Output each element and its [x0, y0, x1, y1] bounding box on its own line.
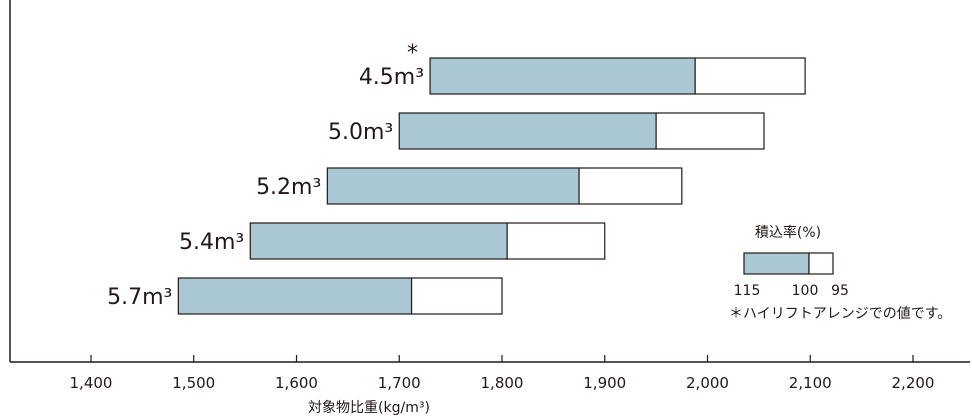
bar-segment-100-95 — [506, 222, 606, 260]
category-label: 5.7m³ — [107, 285, 172, 310]
x-tick-label: 1,700 — [378, 374, 421, 392]
bar-segment-115-100 — [398, 112, 657, 150]
bar-segment-115-100 — [429, 57, 696, 95]
legend: 積込率(%) 115 100 95 ＊ハイリフトアレンジでの値です。 — [729, 224, 951, 322]
x-axis-title: 対象物比重(kg/m³) — [308, 400, 430, 416]
bar-segment-100-95 — [694, 57, 806, 95]
bar-segment-100-95 — [655, 112, 765, 150]
x-tick-label: 2,100 — [789, 374, 832, 392]
bar-segment-100-95 — [410, 277, 503, 315]
category-label: 4.5m³ — [359, 65, 424, 90]
legend-title: 積込率(%) — [755, 224, 821, 241]
legend-swatch-empty — [808, 252, 834, 275]
legend-note: ＊ハイリフトアレンジでの値です。 — [729, 306, 951, 322]
x-tick-label: 1,800 — [481, 374, 524, 392]
bar-segment-115-100 — [177, 277, 413, 315]
legend-label-115: 115 — [734, 283, 761, 299]
x-tick-label: 1,400 — [70, 374, 113, 392]
category-label: 5.0m³ — [328, 120, 393, 145]
category-label: 5.2m³ — [256, 175, 321, 200]
category-labels: 4.5m³ 5.0m³ 5.2m³ 5.4m³ 5.7m³ — [107, 65, 424, 310]
x-tick-label: 1,500 — [172, 374, 215, 392]
legend-label-100: 100 — [792, 283, 819, 299]
x-tick-label: 2,000 — [686, 374, 729, 392]
legend-swatch-filled — [743, 252, 810, 275]
category-label: 5.4m³ — [179, 230, 244, 255]
bar-segment-115-100 — [326, 167, 580, 205]
x-tick-label: 1,900 — [583, 374, 626, 392]
bar-segment-115-100 — [249, 222, 508, 260]
bars — [177, 57, 806, 315]
bar-segment-100-95 — [578, 167, 683, 205]
asterisk-mark: * — [407, 41, 418, 66]
x-ticks: 1,400 1,500 1,600 1,700 1,800 1,900 2,000 2,100… — [70, 355, 935, 392]
legend-label-95: 95 — [831, 283, 849, 299]
x-tick-label: 1,600 — [275, 374, 318, 392]
x-tick-label: 2,200 — [892, 374, 935, 392]
